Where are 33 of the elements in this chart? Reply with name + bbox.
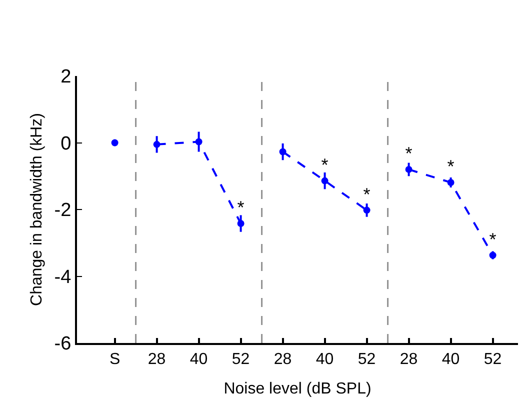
x-axis-title: Noise level (dB SPL)	[224, 380, 372, 398]
point	[363, 206, 370, 214]
data-label: *	[405, 144, 412, 164]
data-label: *	[363, 184, 370, 204]
x-tick-label: 52	[358, 351, 376, 368]
point	[237, 220, 244, 228]
point	[489, 252, 496, 259]
y-tick-label: 0	[60, 133, 72, 154]
y-tick-label: -6	[54, 334, 72, 355]
point	[279, 148, 286, 156]
x-tick-label: 28	[400, 351, 418, 368]
data-label: *	[321, 154, 328, 175]
point	[405, 166, 412, 173]
point	[447, 178, 454, 186]
y-tick-label: 2	[60, 66, 72, 88]
x-tick-label: 40	[190, 351, 208, 368]
data-label: *	[489, 229, 496, 250]
point	[153, 140, 160, 148]
x-tick-label: 40	[442, 351, 460, 368]
x-tick-label: 28	[148, 351, 166, 368]
x-tick-label: 28	[274, 351, 292, 368]
data-label: *	[447, 156, 454, 177]
x-tick-label: 52	[232, 351, 250, 368]
x-tick-label: 52	[484, 351, 502, 368]
y-tick-label: -4	[54, 266, 72, 288]
point	[321, 177, 328, 184]
y-axis-title: Change in bandwidth (kHz)	[28, 113, 46, 306]
data-label: *	[237, 198, 244, 218]
x-tick-label: 40	[316, 351, 334, 368]
x-tick-label: S	[109, 351, 120, 368]
point	[195, 138, 202, 146]
point	[111, 139, 118, 146]
y-tick-label: -2	[54, 200, 72, 222]
